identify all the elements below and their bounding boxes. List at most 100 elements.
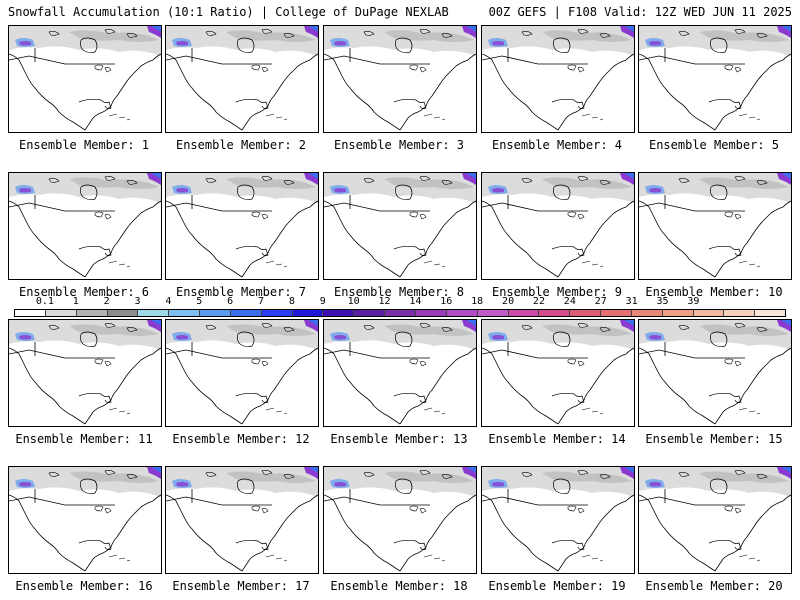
colorbar-tick-label: 3 xyxy=(134,296,141,307)
colorbar-swatch xyxy=(107,310,139,316)
north-america-snowfall-map xyxy=(639,173,791,278)
ensemble-member-label: Ensemble Member: 18 xyxy=(330,579,468,593)
colorbar-swatch xyxy=(230,310,262,316)
ensemble-map-panel xyxy=(638,25,792,133)
colorbar-labels: 0.1 1 2 3 4 5 6 7 8 9 10 12 14 16 18 20 22 24 27 31 35 39 xyxy=(14,296,786,308)
colorbar-tick-label: 31 xyxy=(625,296,638,307)
colorbar-swatch xyxy=(539,310,571,316)
colorbar-tick-label: 6 xyxy=(227,296,234,307)
colorbar-swatch xyxy=(45,310,77,316)
colorbar-tick-label: 18 xyxy=(471,296,484,307)
colorbar-swatch xyxy=(477,310,509,316)
colorbar-tick-label: 4 xyxy=(165,296,172,307)
colorbar-swatch xyxy=(261,310,293,316)
colorbar-swatch xyxy=(755,310,786,316)
ensemble-member-label: Ensemble Member: 15 xyxy=(645,432,783,446)
colorbar-swatch xyxy=(601,310,632,316)
ensemble-map-panel xyxy=(323,25,477,133)
map-title: Snowfall Accumulation (10:1 Ratio) | Col… xyxy=(8,5,449,19)
north-america-snowfall-map xyxy=(482,320,634,425)
ensemble-member-label: Ensemble Member: 17 xyxy=(172,579,310,593)
colorbar-swatch xyxy=(570,310,602,316)
colorbar-tick-label: 0.1 xyxy=(35,296,54,307)
ensemble-map-panel xyxy=(323,466,477,574)
colorbar-tick-label: 14 xyxy=(409,296,422,307)
colorbar-swatch xyxy=(200,310,231,316)
colorbar-swatch xyxy=(662,310,694,316)
colorbar-tick-label: 5 xyxy=(196,296,203,307)
ensemble-member-label: Ensemble Member: 8 xyxy=(333,285,465,299)
ensemble-map-panel xyxy=(8,466,162,574)
colorbar-tick-label: 16 xyxy=(440,296,453,307)
colorbar-swatch xyxy=(693,310,725,316)
colorbar-tick-label: 8 xyxy=(288,296,295,307)
colorbar-tick-label: 9 xyxy=(319,296,326,307)
valid-time: 00Z GEFS | F108 Valid: 12Z WED JUN 11 20… xyxy=(488,5,792,19)
ensemble-map-panel xyxy=(8,172,162,280)
colorbar-swatch xyxy=(169,310,201,316)
colorbar-tick-label: 35 xyxy=(656,296,669,307)
north-america-snowfall-map xyxy=(9,320,161,425)
ensemble-map-panel xyxy=(165,25,319,133)
ensemble-map-panel xyxy=(165,466,319,574)
north-america-snowfall-map xyxy=(639,320,791,425)
ensemble-map-panel xyxy=(638,466,792,574)
colorbar-tick-label: 10 xyxy=(347,296,360,307)
north-america-snowfall-map xyxy=(9,467,161,572)
ensemble-member-label: Ensemble Member: 4 xyxy=(491,138,623,152)
ensemble-map-panel xyxy=(323,172,477,280)
colorbar-tick-label: 27 xyxy=(594,296,607,307)
ensemble-member-label: Ensemble Member: 3 xyxy=(333,138,465,152)
north-america-snowfall-map xyxy=(324,173,476,278)
north-america-snowfall-map xyxy=(166,467,318,572)
ensemble-map-panel xyxy=(323,319,477,427)
ensemble-map-panel xyxy=(165,172,319,280)
north-america-snowfall-map xyxy=(482,467,634,572)
colorbar-swatch xyxy=(415,310,447,316)
colorbar-swatch xyxy=(292,310,324,316)
colorbar-tick-label: 1 xyxy=(72,296,79,307)
colorbar-swatch xyxy=(15,310,46,316)
colorbar-tick-label: 24 xyxy=(563,296,576,307)
ensemble-map-panel xyxy=(8,319,162,427)
north-america-snowfall-map xyxy=(324,467,476,572)
ensemble-map-panel xyxy=(481,172,635,280)
colorbar-tick-label: 7 xyxy=(258,296,265,307)
colorbar-swatch xyxy=(354,310,386,316)
ensemble-member-label: Ensemble Member: 7 xyxy=(175,285,307,299)
ensemble-member-label: Ensemble Member: 13 xyxy=(330,432,468,446)
colorbar-swatch xyxy=(631,310,663,316)
north-america-snowfall-map xyxy=(9,26,161,131)
ensemble-map-panel xyxy=(8,25,162,133)
ensemble-member-label: Ensemble Member: 2 xyxy=(175,138,307,152)
ensemble-member-label: Ensemble Member: 10 xyxy=(645,285,783,299)
north-america-snowfall-map xyxy=(482,26,634,131)
ensemble-map-panel xyxy=(481,466,635,574)
ensemble-member-label: Ensemble Member: 9 xyxy=(491,285,623,299)
north-america-snowfall-map xyxy=(166,173,318,278)
ensemble-member-label: Ensemble Member: 19 xyxy=(488,579,626,593)
ensemble-map-panel xyxy=(165,319,319,427)
colorbar-tick-label: 39 xyxy=(687,296,700,307)
colorbar-swatch xyxy=(76,310,108,316)
colorbar-tick-label: 22 xyxy=(532,296,545,307)
ensemble-member-label: Ensemble Member: 11 xyxy=(15,432,153,446)
ensemble-member-label: Ensemble Member: 20 xyxy=(645,579,783,593)
colorbar-swatch xyxy=(323,310,355,316)
north-america-snowfall-map xyxy=(166,320,318,425)
north-america-snowfall-map xyxy=(324,320,476,425)
colorbar-tick-label: 2 xyxy=(103,296,110,307)
north-america-snowfall-map xyxy=(9,173,161,278)
ensemble-map-panel xyxy=(638,319,792,427)
ensemble-map-panel xyxy=(481,319,635,427)
colorbar-tick-label: 12 xyxy=(378,296,391,307)
colorbar-swatch xyxy=(385,310,416,316)
colorbar-swatch xyxy=(724,310,756,316)
ensemble-member-label: Ensemble Member: 12 xyxy=(172,432,310,446)
ensemble-member-label: Ensemble Member: 6 xyxy=(18,285,150,299)
north-america-snowfall-map xyxy=(166,26,318,131)
ensemble-member-label: Ensemble Member: 5 xyxy=(648,138,780,152)
north-america-snowfall-map xyxy=(639,26,791,131)
ensemble-map-panel xyxy=(638,172,792,280)
north-america-snowfall-map xyxy=(639,467,791,572)
